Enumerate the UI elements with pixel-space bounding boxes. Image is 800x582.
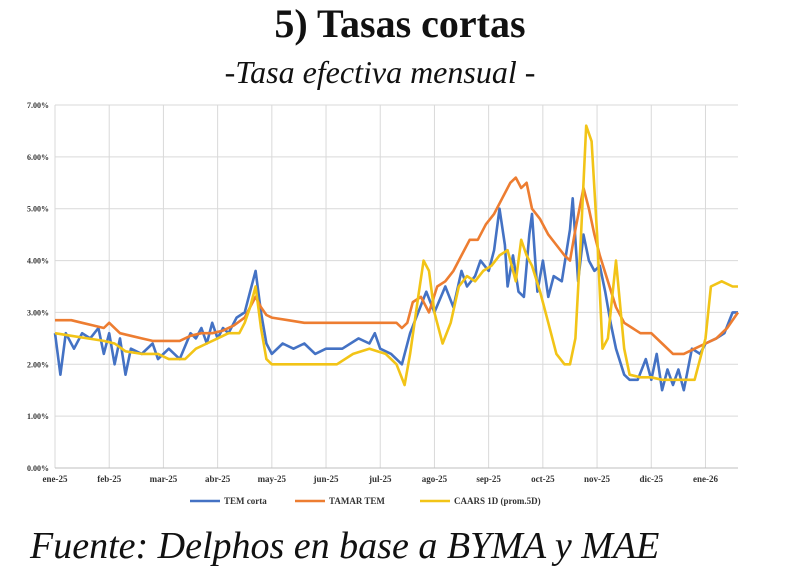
x-tick-label: ene-25 (43, 474, 68, 484)
source-note: Fuente: Delphos en base a BYMA y MAE (30, 525, 660, 567)
x-tick-label: may-25 (258, 474, 287, 484)
y-tick-label: 6.00% (27, 153, 49, 162)
x-tick-label: jul-25 (368, 474, 392, 484)
series-line (53, 197, 738, 392)
y-tick-label: 0.00% (27, 464, 49, 473)
y-tick-label: 4.00% (27, 257, 49, 266)
vertical-gridlines (54, 105, 706, 468)
chart-subtitle: -Tasa efectiva mensual - (224, 54, 536, 90)
x-axis-ticks: ene-25 feb-25 mar-25 abr-25 may-25 jun-25 jul-… (43, 474, 719, 484)
y-tick-label: 2.00% (27, 360, 49, 369)
chart-title: 5) Tasas cortas (274, 1, 526, 46)
y-tick-label: 5.00% (27, 205, 49, 214)
series-line (55, 176, 740, 356)
x-tick-label: ene-26 (693, 474, 718, 484)
x-tick-label: abr-25 (205, 474, 231, 484)
x-tick-label: dic-25 (640, 474, 664, 484)
x-tick-label: mar-25 (150, 474, 178, 484)
legend-label: TAMAR TEM (329, 496, 385, 506)
y-tick-label: 7.00% (27, 101, 49, 110)
x-tick-label: jun-25 (313, 474, 340, 484)
legend-label: CAARS 1D (prom.5D) (454, 496, 541, 506)
x-tick-label: oct-25 (531, 474, 555, 484)
y-tick-label: 3.00% (27, 308, 49, 317)
x-tick-label: feb-25 (97, 474, 121, 484)
y-tick-label: 1.00% (27, 412, 49, 421)
horizontal-gridlines (55, 104, 738, 469)
x-tick-label: ago-25 (422, 474, 448, 484)
y-axis-ticks: 0.00% 1.00% 2.00% 3.00% 4.00% 5.00% 6.00% 7.00% (27, 101, 49, 473)
series-lines (53, 124, 740, 392)
legend: TEM corta TAMAR TEM CAARS 1D (prom.5D) (190, 496, 541, 506)
legend-label: TEM corta (224, 496, 267, 506)
x-tick-label: sep-25 (476, 474, 501, 484)
series-line (54, 124, 738, 387)
x-tick-label: nov-25 (584, 474, 611, 484)
line-chart: 0.00% 1.00% 2.00% 3.00% 4.00% 5.00% 6.00% 7.00%… (27, 101, 740, 506)
